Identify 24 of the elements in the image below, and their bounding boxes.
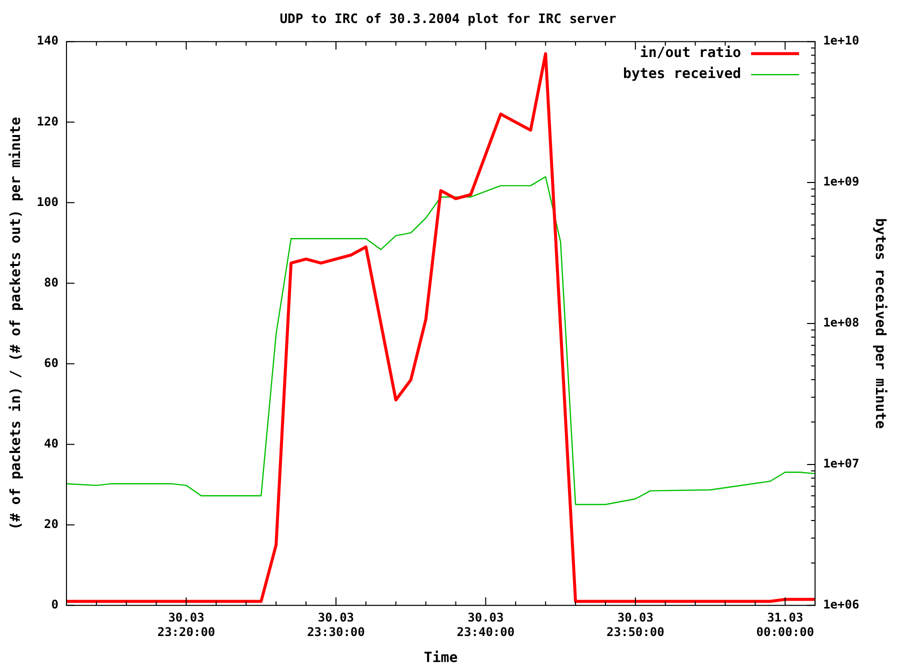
x-tick-label: 31.03 00:00:00 bbox=[756, 610, 814, 640]
legend-label: bytes received bbox=[623, 66, 742, 82]
x-tick-label: 30.03 23:50:00 bbox=[606, 610, 664, 640]
y-tick-label: 20 bbox=[44, 516, 58, 531]
y2-axis-title: bytes received per minute bbox=[872, 218, 888, 429]
y2-tick-label: 1e+10 bbox=[823, 34, 860, 48]
y-tick-label: 120 bbox=[36, 114, 58, 128]
y-axis-title: (# of packets in) / (# of packets out) per minute bbox=[8, 116, 24, 530]
legend-label: in/out ratio bbox=[640, 45, 742, 62]
y2-tick-label: 1e+06 bbox=[823, 598, 860, 612]
y2-tick-label: 1e+09 bbox=[823, 174, 860, 189]
y-tick-label: 60 bbox=[44, 356, 58, 370]
y-tick-label: 80 bbox=[44, 275, 58, 290]
y-tick-label: 100 bbox=[36, 194, 58, 209]
y-tick-label: 0 bbox=[51, 598, 58, 612]
chart-title: UDP to IRC of 30.3.2004 plot for IRC server bbox=[280, 12, 616, 28]
y2-tick-label: 1e+07 bbox=[823, 456, 860, 471]
x-tick-label: 30.03 23:30:00 bbox=[307, 610, 365, 640]
y2-tick-label: 1e+08 bbox=[823, 316, 860, 330]
x-tick-label: 30.03 23:40:00 bbox=[456, 610, 515, 640]
y-tick-label: 40 bbox=[44, 436, 58, 450]
x-axis-title: Time bbox=[424, 650, 458, 666]
x-tick-label: 30.03 23:20:00 bbox=[157, 610, 216, 640]
y-tick-label: 140 bbox=[36, 34, 58, 48]
